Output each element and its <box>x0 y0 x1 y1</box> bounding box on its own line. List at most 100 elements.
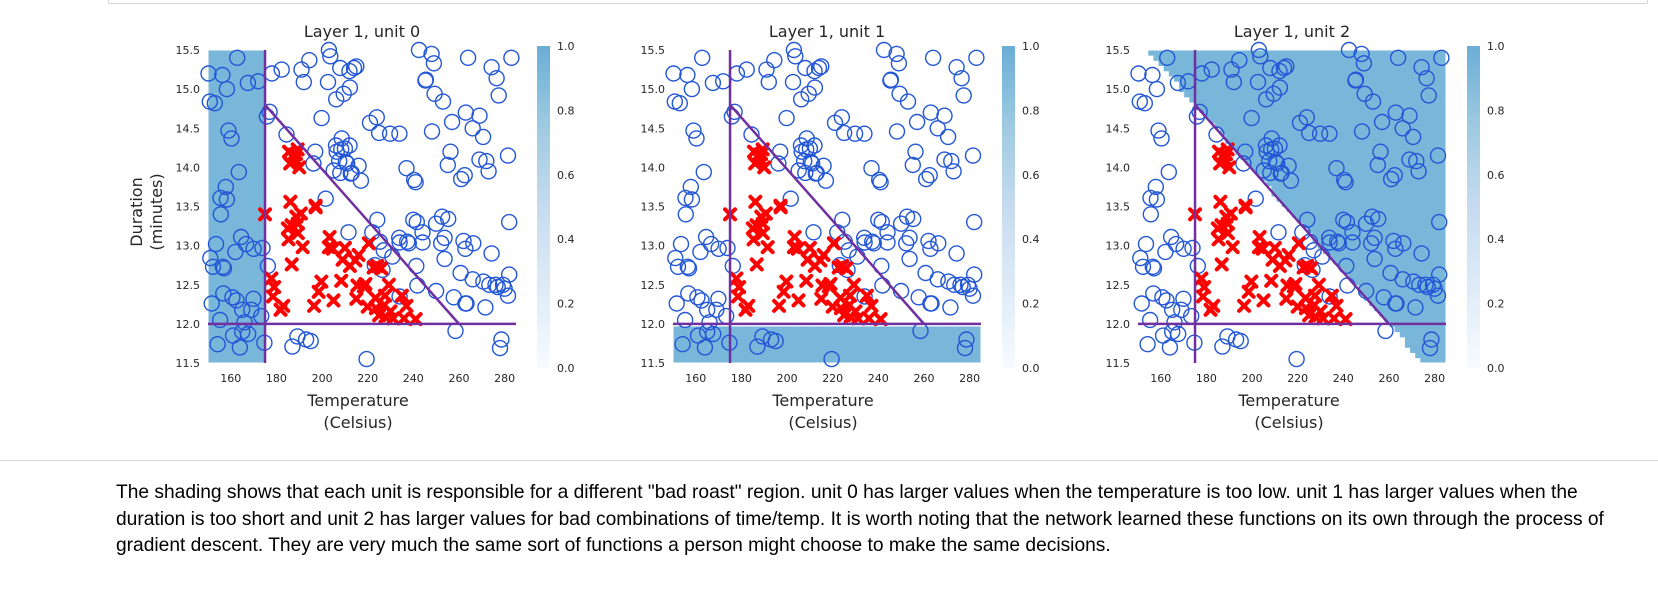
heat-cell <box>1292 128 1298 134</box>
heat-cell <box>1415 300 1421 307</box>
good-roast-point <box>693 292 710 309</box>
heat-cell <box>1225 81 1231 87</box>
heat-cell <box>228 159 235 166</box>
heat-cell <box>249 138 255 145</box>
heat-cell <box>847 347 854 353</box>
heat-cell <box>1317 50 1324 56</box>
heat-cell <box>1261 164 1267 171</box>
heat-cell <box>243 123 250 129</box>
heat-cell <box>259 331 265 338</box>
heat-cell <box>1297 107 1303 113</box>
heat-cell <box>208 60 214 67</box>
heat-cell <box>1292 138 1298 145</box>
heat-cell <box>1415 55 1421 61</box>
bad-roast-markers <box>258 142 423 327</box>
good-roast-point <box>679 66 696 84</box>
heat-cell <box>939 331 946 338</box>
heat-cell <box>1230 70 1236 77</box>
heat-cell <box>729 342 735 348</box>
heat-cell <box>1389 65 1396 72</box>
heat-cell <box>1286 196 1293 202</box>
heat-cell <box>1333 86 1339 93</box>
heat-cell <box>1338 55 1344 61</box>
heat-cell <box>1286 149 1293 155</box>
heat-cell <box>1425 154 1431 160</box>
heat-cell <box>1410 310 1416 317</box>
heat-cell <box>1348 274 1354 280</box>
good-roast-point <box>901 250 918 268</box>
heat-cell <box>1235 76 1242 82</box>
good-roast-point <box>695 163 712 181</box>
heat-cell <box>1266 164 1272 171</box>
heat-cell <box>213 154 219 160</box>
heat-cell <box>1420 295 1426 301</box>
heat-cell <box>1435 143 1442 150</box>
heat-cell <box>1302 169 1308 176</box>
heat-cell <box>223 185 229 192</box>
heat-cell <box>208 169 214 176</box>
heat-cell <box>1425 196 1431 202</box>
colorbar-tick-label: 0.0 <box>1487 362 1505 375</box>
heat-cell <box>243 76 250 82</box>
heat-cell <box>259 263 265 270</box>
heat-cell <box>1353 169 1360 176</box>
heat-cell <box>1420 237 1426 244</box>
heat-cell <box>249 342 255 348</box>
heat-cell <box>1312 112 1319 119</box>
heat-cell <box>1343 107 1349 113</box>
heat-cell <box>955 336 961 343</box>
heat-cell <box>218 216 224 223</box>
heat-cell <box>223 347 229 353</box>
heat-cell <box>1307 65 1313 72</box>
heat-cell <box>1225 50 1231 56</box>
heat-cell <box>249 190 255 197</box>
heat-cell <box>837 352 843 359</box>
heat-cell <box>1379 133 1385 140</box>
heat-cell <box>1384 201 1390 207</box>
heat-cell <box>213 128 219 134</box>
heat-cell <box>1353 76 1360 82</box>
heat-cell <box>1194 81 1200 87</box>
heat-cell <box>868 357 874 364</box>
heat-cell <box>1389 248 1396 254</box>
heat-cell <box>934 326 941 333</box>
heat-cell <box>924 336 931 343</box>
bad-roast-point <box>1206 298 1221 313</box>
heat-cell <box>734 357 741 364</box>
heat-cell <box>739 342 746 348</box>
bad-roast-point <box>1222 160 1237 175</box>
good-roast-point <box>457 104 474 121</box>
heat-cell <box>1189 86 1195 93</box>
good-roast-point <box>871 171 888 189</box>
heat-cell <box>223 243 229 249</box>
good-roast-point <box>474 128 492 146</box>
heat-cell <box>238 243 245 249</box>
heat-cell <box>1358 76 1365 82</box>
heat-cell <box>1343 175 1349 181</box>
heat-cell <box>904 336 910 343</box>
good-roast-point <box>1364 93 1382 110</box>
heat-cell <box>243 331 250 338</box>
heat-cell <box>259 336 265 343</box>
bad-roast-markers <box>1188 142 1353 327</box>
heat-cell <box>673 352 679 359</box>
heat-cell <box>1215 60 1221 67</box>
heat-cell <box>1399 55 1406 61</box>
panel-title: Layer 1, unit 1 <box>769 22 885 41</box>
heat-cell <box>233 216 240 223</box>
bad-roast-point <box>787 230 802 245</box>
heat-cell <box>1353 269 1360 275</box>
heat-cell <box>1312 154 1319 160</box>
bad-roast-point <box>1214 257 1229 272</box>
heat-cell <box>1430 347 1437 353</box>
heat-cell <box>1173 55 1180 61</box>
heat-cell <box>1399 237 1406 244</box>
heat-cell <box>1312 222 1319 228</box>
heat-cell <box>213 227 219 233</box>
heat-cell <box>1343 91 1349 98</box>
heat-cell <box>1389 185 1396 192</box>
heat-cell <box>1307 91 1313 98</box>
heat-cell <box>218 133 224 140</box>
good-roast-point <box>207 235 225 253</box>
heat-cell <box>1369 201 1375 207</box>
